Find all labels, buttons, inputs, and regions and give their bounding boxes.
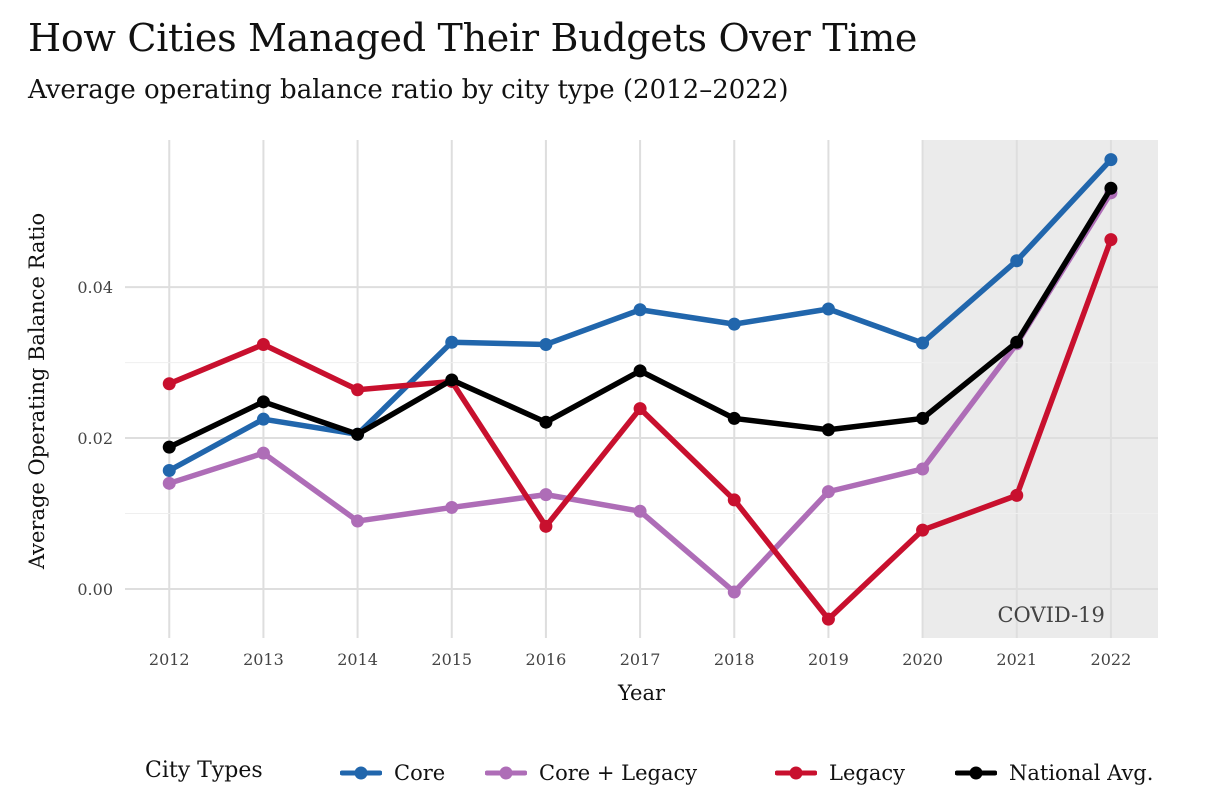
data-point-legacy [727,493,741,507]
x-tick-label: 2016 [526,650,567,669]
data-point-national-avg [162,440,176,454]
data-point-legacy [162,377,176,391]
data-point-legacy [351,383,365,397]
legend-title: City Types [145,758,263,783]
data-point-legacy [1010,488,1024,502]
legend-item-core-legacy: Core + Legacy [485,755,697,791]
chart-subtitle: Average operating balance ratio by city … [28,75,789,105]
legend-key-point [789,766,803,780]
data-point-core [539,337,553,351]
x-tick-label: 2013 [243,650,284,669]
data-point-core-legacy [162,476,176,490]
legend: City Types Core Core + Legacy Legacy Nat… [145,755,1185,795]
data-point-core [162,463,176,477]
data-point-legacy [539,519,553,533]
data-point-national-avg [821,423,835,437]
data-point-national-avg [351,427,365,441]
data-point-national-avg [1104,181,1118,195]
data-point-core [633,303,647,317]
x-tick-label: 2020 [902,650,943,669]
x-tick-label: 2021 [996,650,1037,669]
legend-key-national-avg [955,766,997,780]
x-tick-label: 2022 [1091,650,1132,669]
data-point-core-legacy [445,500,459,514]
legend-item-core: Core [340,755,445,791]
legend-key-legacy [775,766,817,780]
data-point-core [445,335,459,349]
data-point-legacy [1104,233,1118,247]
legend-key-point [499,766,513,780]
data-point-core [1104,153,1118,167]
data-point-core [821,302,835,316]
data-point-legacy [633,402,647,416]
legend-label-legacy: Legacy [829,761,905,785]
y-tick-label: 0.00 [77,580,113,599]
data-point-national-avg [916,411,930,425]
x-tick-label: 2017 [620,650,661,669]
x-tick-label: 2015 [431,650,472,669]
legend-key-core [340,766,382,780]
covid-label: COVID-19 [997,603,1104,627]
data-point-legacy [821,612,835,626]
x-tick-label: 2019 [808,650,849,669]
x-tick-label: 2012 [149,650,190,669]
x-tick-label: 2014 [337,650,378,669]
legend-label-core-legacy: Core + Legacy [539,761,698,785]
x-tick-label: 2018 [714,650,755,669]
legend-label-core: Core [394,761,446,785]
x-axis-title: Year [617,681,666,705]
data-point-legacy [916,523,930,537]
data-point-core-legacy [727,585,741,599]
data-point-core-legacy [351,514,365,528]
data-point-core [916,336,930,350]
legend-item-national-avg: National Avg. [955,755,1153,791]
data-point-core-legacy [633,504,647,518]
data-point-national-avg [256,395,270,409]
legend-item-legacy: Legacy [775,755,905,791]
chart-title: How Cities Managed Their Budgets Over Ti… [28,16,918,60]
legend-label-national-avg: National Avg. [1009,761,1154,785]
data-point-core-legacy [821,485,835,499]
data-point-national-avg [727,411,741,425]
y-axis-title: Average Operating Balance Ratio [25,213,49,570]
data-point-legacy [256,337,270,351]
data-point-national-avg [1010,335,1024,349]
data-point-national-avg [633,364,647,378]
data-point-core [256,412,270,426]
data-point-core-legacy [916,462,930,476]
legend-key-point [354,766,368,780]
data-point-core-legacy [256,446,270,460]
legend-key-point [969,766,983,780]
y-tick-label: 0.04 [77,278,113,297]
y-tick-label: 0.02 [77,429,113,448]
data-point-core [1010,254,1024,268]
legend-key-core-legacy [485,766,527,780]
data-point-core [727,317,741,331]
data-point-national-avg [445,373,459,387]
data-point-national-avg [539,415,553,429]
data-point-core-legacy [539,488,553,502]
